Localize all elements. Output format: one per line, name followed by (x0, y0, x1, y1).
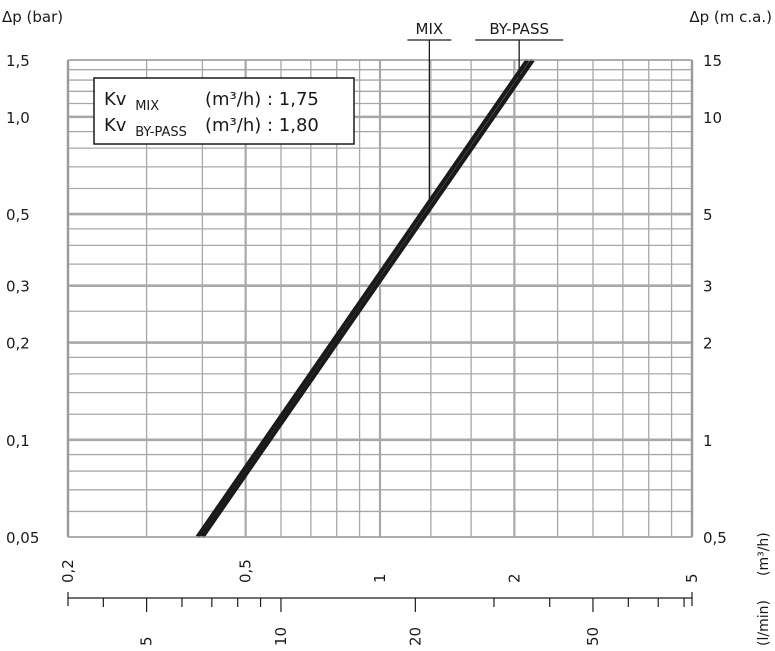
legend-box: Kv MIX (m³/h) : 1,75 Kv BY-PASS (m³/h) :… (93, 77, 355, 145)
y-right-tick-label: 10 (703, 109, 722, 127)
y-right-tick-label: 15 (703, 52, 722, 70)
legend-mix-sub: MIX (135, 99, 159, 114)
y-right-axis-label: Δp (m c.a.) (689, 8, 772, 26)
y-right-tick-label: 3 (703, 278, 713, 296)
x-top-unit-label: (m³/h) (756, 532, 772, 576)
legend-mix-unit: (m³/h) : 1,75 (205, 89, 319, 110)
legend-bypass-sub: BY-PASS (135, 125, 187, 140)
x-top-tick-label: 5 (683, 573, 701, 583)
plot-frame (66, 59, 694, 538)
x-bottom-tick-label: 10 (272, 627, 290, 646)
y-left-axis-label: Δp (bar) (2, 8, 63, 26)
y-left-tick-label: 0,05 (6, 529, 39, 547)
series-annotations: MIX BY-PASS (407, 20, 564, 202)
y-left-tick-label: 1,0 (6, 109, 30, 127)
y-left-tick-label: 0,1 (6, 432, 30, 450)
y-left-tick-label: 0,2 (6, 335, 30, 353)
x-bottom-tick-label: 20 (406, 627, 424, 646)
legend-mix-prefix: Kv (104, 89, 127, 110)
x-top-tick-label: 0,2 (59, 559, 77, 583)
x-bottom-tick-label: 50 (584, 627, 602, 646)
x-top-tick-label: 1 (371, 573, 389, 583)
y-right-tick-label: 2 (703, 335, 713, 353)
x-top-tick-label: 0,5 (237, 559, 255, 583)
legend-frame (93, 77, 355, 145)
y-right-tick-label: 5 (703, 206, 713, 224)
series-line-mix (195, 58, 530, 539)
y-left-tick-label: 0,5 (6, 206, 30, 224)
x-top-tick-label: 2 (505, 573, 523, 583)
y-right-tick-label: 0,5 (703, 529, 727, 547)
legend-row-bypass: Kv BY-PASS (m³/h) : 1,80 (104, 115, 319, 141)
series-lines (195, 58, 535, 539)
x-bottom-unit-label: (l/min) (756, 600, 772, 646)
y-left-tick-label: 1,5 (6, 52, 30, 70)
annotation-bypass: BY-PASS (489, 20, 549, 38)
annotation-mix: MIX (416, 20, 444, 38)
legend-bypass-prefix: Kv (104, 115, 127, 136)
series-line-by-pass (200, 58, 535, 539)
x-bottom-tick-label: 5 (138, 636, 156, 646)
y-left-tick-label: 0,3 (6, 278, 30, 296)
legend-bypass-unit: (m³/h) : 1,80 (205, 115, 319, 136)
y-right-tick-label: 1 (703, 432, 713, 450)
legend-row-mix: Kv MIX (m³/h) : 1,75 (104, 89, 319, 115)
